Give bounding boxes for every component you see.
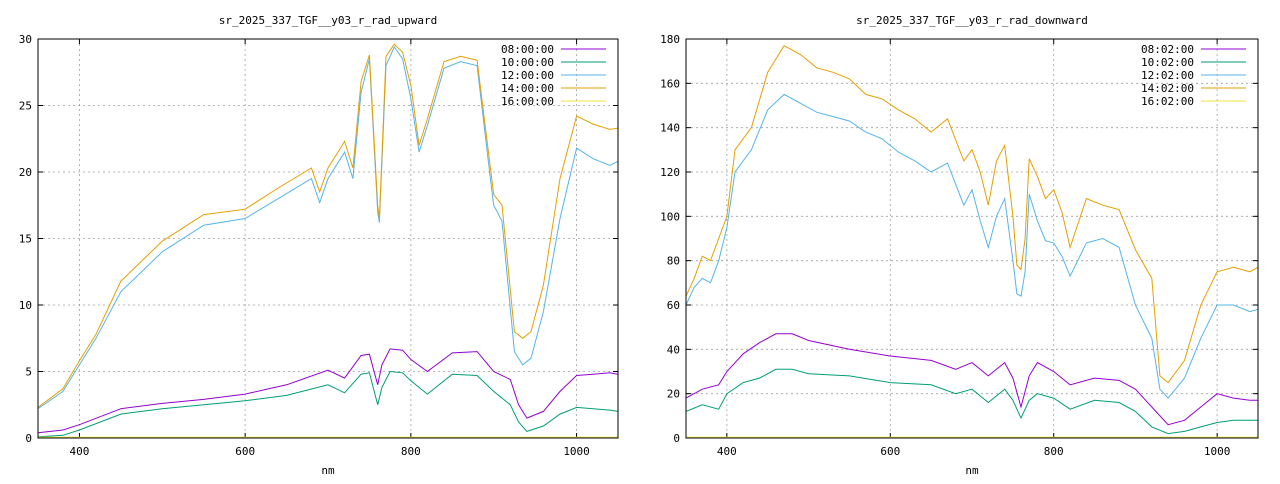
y-tick-label: 180 xyxy=(660,33,680,46)
y-tick-label: 100 xyxy=(660,210,680,223)
y-tick-label: 40 xyxy=(667,343,680,356)
series-line-140000 xyxy=(38,43,618,408)
series-line-140200 xyxy=(686,45,1258,384)
x-tick-label: 600 xyxy=(880,445,900,458)
legend-label: 14:02:00 xyxy=(1141,82,1194,95)
y-tick-label: 160 xyxy=(660,77,680,90)
plot-frame xyxy=(685,38,1259,439)
x-tick-label: 1000 xyxy=(1204,445,1231,458)
y-tick-label: 20 xyxy=(667,388,680,401)
x-axis-label: nm xyxy=(321,464,335,477)
series-line-080000 xyxy=(38,348,618,434)
series-line-100200 xyxy=(686,368,1258,435)
y-tick-label: 5 xyxy=(25,366,32,379)
x-tick-label: 800 xyxy=(1044,445,1064,458)
y-tick-label: 120 xyxy=(660,166,680,179)
x-tick-label: 800 xyxy=(401,445,421,458)
legend-label: 16:00:00 xyxy=(501,95,554,108)
y-tick-label: 20 xyxy=(19,166,32,179)
x-tick-label: 1000 xyxy=(563,445,590,458)
chart-title: sr_2025_337_TGF__y03_r_rad_downward xyxy=(856,14,1088,27)
y-tick-label: 30 xyxy=(19,33,32,46)
x-tick-label: 400 xyxy=(69,445,89,458)
y-tick-label: 0 xyxy=(25,432,32,445)
x-axis-label: nm xyxy=(965,464,979,477)
series-line-100000 xyxy=(38,370,618,438)
legend-label: 08:02:00 xyxy=(1141,43,1194,56)
x-tick-label: 400 xyxy=(717,445,737,458)
series-line-120000 xyxy=(38,45,618,410)
y-tick-label: 0 xyxy=(673,432,680,445)
x-tick-label: 600 xyxy=(235,445,255,458)
y-tick-label: 140 xyxy=(660,122,680,135)
legend-label: 10:00:00 xyxy=(501,56,554,69)
chart-panel-2: sr_2025_337_TGF__y03_r_rad_downward 0 20 40… xyxy=(660,14,1259,477)
y-tick-label: 60 xyxy=(667,299,680,312)
legend-label: 14:00:00 xyxy=(501,82,554,95)
y-tick-label: 15 xyxy=(19,233,32,246)
legend-label: 12:02:00 xyxy=(1141,69,1194,82)
series-line-120200 xyxy=(686,93,1258,399)
series-line-080200 xyxy=(686,333,1258,426)
legend-label: 16:02:00 xyxy=(1141,95,1194,108)
legend-label: 12:00:00 xyxy=(501,69,554,82)
y-tick-label: 10 xyxy=(19,299,32,312)
y-tick-label: 25 xyxy=(19,100,32,113)
plot-frame xyxy=(37,38,619,439)
legend-label: 08:00:00 xyxy=(501,43,554,56)
legend-label: 10:02:00 xyxy=(1141,56,1194,69)
y-tick-label: 80 xyxy=(667,255,680,268)
chart-title: sr_2025_337_TGF__y03_r_rad_upward xyxy=(219,14,438,27)
chart-panel-1: sr_2025_337_TGF__y03_r_rad_upward 0 5 10 15 2… xyxy=(19,14,619,477)
